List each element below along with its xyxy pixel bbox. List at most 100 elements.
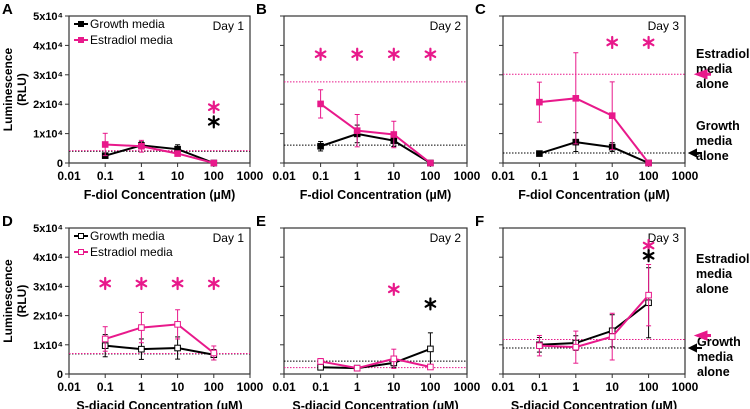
x-tick-label: 1 <box>354 380 361 394</box>
significance-asterisk-icon <box>207 100 220 114</box>
data-point-estradiol <box>390 355 398 363</box>
significance-asterisk-icon <box>171 276 184 291</box>
data-point-estradiol <box>210 349 218 357</box>
significance-asterisk-icon <box>387 282 400 296</box>
plot-frame <box>502 227 686 375</box>
legend-marker <box>78 21 84 27</box>
y-tick-label: 0 <box>57 369 63 381</box>
y-tick-label: 1x10⁴ <box>33 340 63 352</box>
series-line-growth <box>320 347 431 370</box>
y-tick-label: 0 <box>57 158 63 170</box>
series-line-estradiol <box>104 323 215 354</box>
series-line-estradiol <box>539 97 650 164</box>
y-axis-label: Luminescence <box>1 259 15 343</box>
y-tick-label: 2x10⁴ <box>33 99 63 111</box>
significance-asterisk-icon <box>351 47 364 61</box>
significance-asterisk-icon <box>207 115 220 129</box>
data-point-estradiol <box>608 333 616 340</box>
significance-asterisk-icon <box>424 297 437 311</box>
arrow-estradiol-icon <box>693 330 711 341</box>
x-tick-label: 10 <box>171 380 185 394</box>
panel-letter: C <box>475 1 486 18</box>
y-tick-label: 1x10⁴ <box>33 129 63 141</box>
x-tick-label: 1 <box>354 169 361 183</box>
data-point-growth <box>138 345 145 353</box>
data-point-estradiol <box>353 127 361 134</box>
data-point-estradiol <box>536 342 543 349</box>
legend-label: Estradiol media <box>90 33 173 47</box>
x-tick-label: 0.01 <box>57 380 81 394</box>
series-line-estradiol <box>105 143 215 164</box>
x-tick-label: 10 <box>387 169 401 183</box>
y-tick-label: 4x10⁴ <box>33 252 63 264</box>
legend-label: Growth media <box>90 229 165 243</box>
x-tick-label: 0.01 <box>272 169 296 183</box>
y-tick-label: 5x10⁴ <box>33 223 63 235</box>
x-tick-label: 10 <box>606 169 620 183</box>
x-tick-label: 10 <box>171 169 185 183</box>
data-point-estradiol <box>645 291 652 299</box>
side-label-estradiol: Estradiol <box>696 252 750 266</box>
data-point-estradiol <box>138 324 145 331</box>
x-tick-label: 0.01 <box>491 380 515 394</box>
series-line-growth <box>539 301 650 346</box>
arrow-estradiol-icon <box>693 69 711 80</box>
significance-asterisk-icon <box>314 47 327 61</box>
data-point-estradiol <box>427 159 434 167</box>
data-point-estradiol <box>390 131 398 138</box>
x-tick-label: 0.1 <box>97 380 114 394</box>
x-tick-label: 0.01 <box>272 380 296 394</box>
series-line-growth <box>104 144 215 164</box>
x-axis-label: F-diol Concentration (µM) <box>300 188 452 202</box>
data-point-growth <box>536 150 543 157</box>
data-point-estradiol <box>317 358 324 365</box>
legend-marker <box>78 37 84 43</box>
x-tick-label: 1000 <box>672 380 699 394</box>
data-point-growth <box>317 142 324 150</box>
x-tick-label: 0.1 <box>531 380 548 394</box>
data-point-estradiol <box>101 335 109 343</box>
side-label-estradiol: media <box>696 267 733 281</box>
legend-marker <box>78 249 84 255</box>
x-tick-label: 100 <box>420 169 440 183</box>
side-label-estradiol: alone <box>696 282 729 296</box>
y-tick-label: 5x10⁴ <box>33 11 63 23</box>
x-tick-label: 1000 <box>237 169 264 183</box>
plot-frame <box>283 227 468 375</box>
data-point-estradiol <box>210 159 218 167</box>
plot-frame <box>68 15 251 164</box>
data-point-growth <box>174 344 181 352</box>
x-tick-label: 0.1 <box>312 380 329 394</box>
panel-a: A 0 1x10⁴ 2x10⁴ 3x10⁴ 4x10⁴ 5x10⁴ Luminescence(… <box>1 1 264 202</box>
y-tick-label: 3x10⁴ <box>33 281 63 293</box>
x-axis-label: S-diacid Concentration (µM) <box>511 399 677 409</box>
data-point-estradiol <box>427 363 434 371</box>
x-tick-label: 100 <box>204 169 224 183</box>
series-line-estradiol <box>320 103 432 164</box>
panel-d: D 0 1x10⁴ 2x10⁴ 3x10⁴ 4x10⁴ 5x10⁴ Luminescence(… <box>1 213 264 409</box>
x-tick-label: 1 <box>138 169 145 183</box>
y-axis-label-unit: (RLU) <box>15 73 29 106</box>
panel-e: E 0.01 0.1 1 10 100 1000 S-diacid Concentration… <box>256 213 481 409</box>
day-label: Day 3 <box>648 231 680 245</box>
data-point-estradiol <box>536 98 543 106</box>
x-axis-label: F-diol Concentration (µM) <box>84 188 236 202</box>
panel-f: F 0.01 0.1 1 10 100 1000 S-diacid Concentration… <box>475 213 750 409</box>
side-label-growth: media <box>696 134 733 148</box>
y-tick-label: 3x10⁴ <box>33 70 63 82</box>
y-tick-label: 4x10⁴ <box>33 40 63 52</box>
day-label: Day 1 <box>213 19 245 33</box>
plot-frame <box>68 227 251 375</box>
significance-asterisk-icon <box>606 35 619 50</box>
x-tick-label: 1 <box>138 380 145 394</box>
data-point-estradiol <box>353 364 361 372</box>
panel-letter: B <box>256 1 267 18</box>
y-axis-label: Luminescence <box>1 47 15 131</box>
x-tick-label: 1000 <box>454 169 481 183</box>
panel-letter: E <box>256 213 266 230</box>
arrow-growth-icon <box>687 343 702 353</box>
data-point-estradiol <box>101 141 109 148</box>
data-point-estradiol <box>572 343 580 351</box>
series-line-growth <box>320 132 431 164</box>
